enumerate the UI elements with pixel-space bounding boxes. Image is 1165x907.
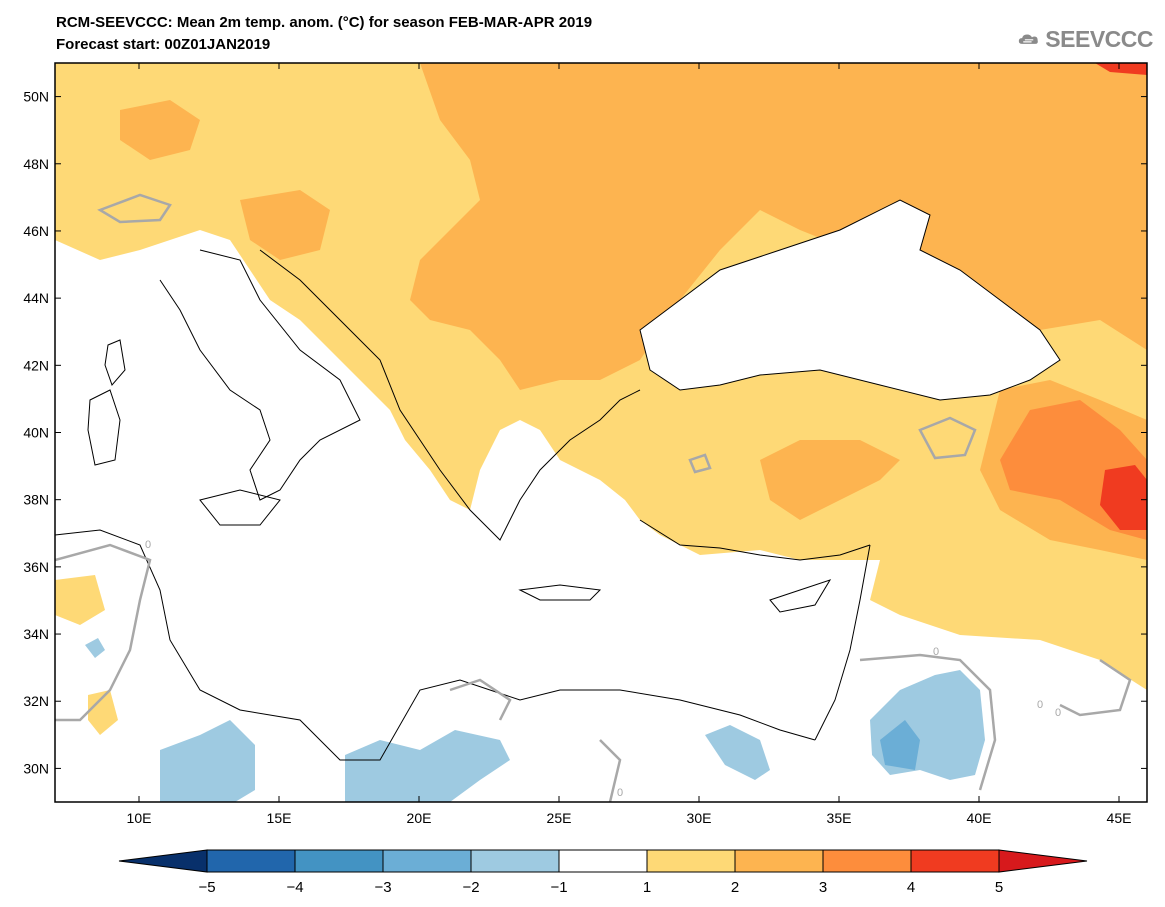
contour-label: 0: [933, 646, 939, 658]
contour-label: 0: [617, 787, 623, 799]
latitude-axis: 50N 48N 46N 44N 42N 40N 38N 36N 34N 32N 30N: [23, 89, 1147, 776]
anomaly-region-4to5-ne: [1095, 63, 1147, 75]
anomaly-region-1to2-libya: [88, 690, 118, 735]
anomaly-region-minus1to2-libya-east: [345, 730, 510, 802]
anomaly-region-minus1to2-tunisia: [85, 638, 105, 658]
colorbar-segment: [558, 849, 648, 873]
colorbar-segment: [470, 849, 560, 873]
lat-tick-label: 48N: [23, 156, 49, 172]
lon-tick-label: 35E: [827, 810, 852, 826]
lat-tick-label: 42N: [23, 357, 49, 373]
colorbar-tick-label: 4: [907, 879, 915, 896]
lat-tick-label: 44N: [23, 290, 49, 306]
black-sea-neutral: [640, 200, 1060, 400]
colorbar: −5 −4 −3 −2 −1 1 2 3 4 5: [118, 849, 1088, 896]
lon-tick-label: 15E: [267, 810, 292, 826]
coastline-layer: [55, 199, 1061, 761]
lon-tick-label: 20E: [407, 810, 432, 826]
logo-text: SEEVCCC: [1045, 25, 1153, 52]
contour-label: 0: [1055, 707, 1061, 719]
levant-coast: [814, 544, 871, 741]
colorbar-tick-label: 5: [995, 879, 1003, 896]
sardinia-coast: [87, 389, 121, 466]
colorbar-tick-label: 2: [731, 879, 739, 896]
black-sea-coast: [639, 199, 1061, 401]
lon-tick-label: 30E: [687, 810, 712, 826]
contour-line: [918, 416, 977, 460]
anatolia-south-coast: [639, 519, 871, 561]
lon-tick-label: 10E: [127, 810, 152, 826]
anomaly-region-2to3-alps: [240, 190, 330, 260]
anomaly-region-minus1to2-libya-west: [160, 720, 255, 802]
colorbar-arrow-high: [998, 849, 1088, 873]
lon-tick-label: 25E: [547, 810, 572, 826]
contour-label: 0: [1037, 699, 1043, 711]
lat-tick-label: 46N: [23, 223, 49, 239]
contour-label: 0: [145, 539, 151, 551]
corsica-coast: [104, 339, 126, 386]
lat-tick-label: 38N: [23, 492, 49, 508]
anomaly-region-2to3-north: [410, 63, 1147, 390]
cloud-icon: [1018, 34, 1038, 44]
colorbar-segment: [294, 849, 384, 873]
lon-tick-label: 45E: [1107, 810, 1132, 826]
anomaly-region-1to2-tunisia: [55, 575, 105, 625]
forecast-start-label: Forecast start: 00Z01JAN2019: [56, 36, 271, 53]
lat-tick-label: 50N: [23, 89, 49, 105]
colorbar-tick-label: −5: [198, 879, 215, 896]
lat-tick-label: 40N: [23, 425, 49, 441]
colorbar-tick-label: −3: [374, 879, 391, 896]
contour-line: [1059, 658, 1132, 717]
longitude-axis: 10E 15E 20E 25E 30E 35E 40E 45E: [127, 63, 1132, 826]
colorbar-tick-label: −4: [286, 879, 303, 896]
colorbar-tick-label: −2: [462, 879, 479, 896]
crete-coast: [518, 584, 602, 601]
lat-tick-label: 36N: [23, 559, 49, 575]
colorbar-segment: [206, 849, 296, 873]
anomaly-region-4to5: [1100, 465, 1147, 530]
zero-contour-layer: [55, 193, 1132, 802]
anomaly-region-2to3-west: [120, 100, 200, 160]
lat-tick-label: 30N: [23, 760, 49, 776]
colorbar-tick-label: 1: [643, 879, 651, 896]
sicily-coast: [199, 489, 281, 526]
colorbar-segment: [822, 849, 912, 873]
seevccc-logo: SEEVCCC: [1018, 22, 1153, 56]
contour-line: [688, 453, 712, 474]
anomaly-fill-layer: [55, 63, 1147, 802]
anomaly-region-minus2to3-arabia: [880, 720, 920, 770]
colorbar-segment: [646, 849, 736, 873]
north-africa-coast: [55, 529, 816, 761]
map-title: RCM-SEEVCCC: Mean 2m temp. anom. (°C) fo…: [56, 14, 593, 31]
colorbar-segment: [910, 849, 1000, 873]
colorbar-segment: [382, 849, 472, 873]
balkan-coast: [259, 249, 641, 541]
cyprus-coast: [769, 579, 832, 613]
colorbar-arrow-low: [118, 849, 208, 873]
colorbar-tick-label: −1: [550, 879, 567, 896]
contour-line: [859, 653, 997, 791]
anomaly-region-minus1to2-egypt: [705, 725, 770, 780]
lon-tick-label: 40E: [967, 810, 992, 826]
contour-line: [97, 193, 172, 224]
colorbar-tick-label: 3: [819, 879, 827, 896]
lat-tick-label: 32N: [23, 693, 49, 709]
contour-line: [449, 678, 512, 721]
anomaly-region-2to3-anatolia: [760, 440, 900, 520]
contour-line: [55, 543, 152, 722]
italy-coast: [159, 249, 361, 501]
colorbar-segment: [734, 849, 824, 873]
lat-tick-label: 34N: [23, 626, 49, 642]
contour-line: [599, 739, 622, 802]
